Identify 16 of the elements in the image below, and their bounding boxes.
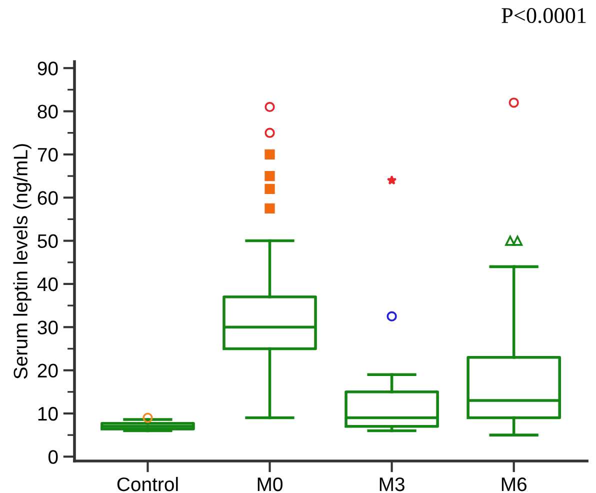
x-tick-label: Control xyxy=(117,476,178,492)
y-axis-title: Serum leptin levels (ng/mL) xyxy=(13,144,32,379)
x-tick-label: M3 xyxy=(380,477,404,492)
x-tick-label: M0 xyxy=(258,477,283,492)
y-tick-label: 30 xyxy=(38,320,58,334)
y-tick-label: 40 xyxy=(37,277,58,292)
y-tick-label: 50 xyxy=(38,234,58,248)
y-tick-label: 20 xyxy=(38,364,58,378)
y-tick-label: 60 xyxy=(38,191,58,205)
y-tick-label: 80 xyxy=(38,104,58,119)
x-tick-label: M6 xyxy=(502,477,526,492)
y-tick-label: 0 xyxy=(48,450,58,464)
y-tick-label: 70 xyxy=(38,148,58,162)
y-tick-label: 10 xyxy=(38,406,58,421)
y-tick-label: 90 xyxy=(38,62,58,76)
text: P<0.0001 xyxy=(502,8,586,24)
